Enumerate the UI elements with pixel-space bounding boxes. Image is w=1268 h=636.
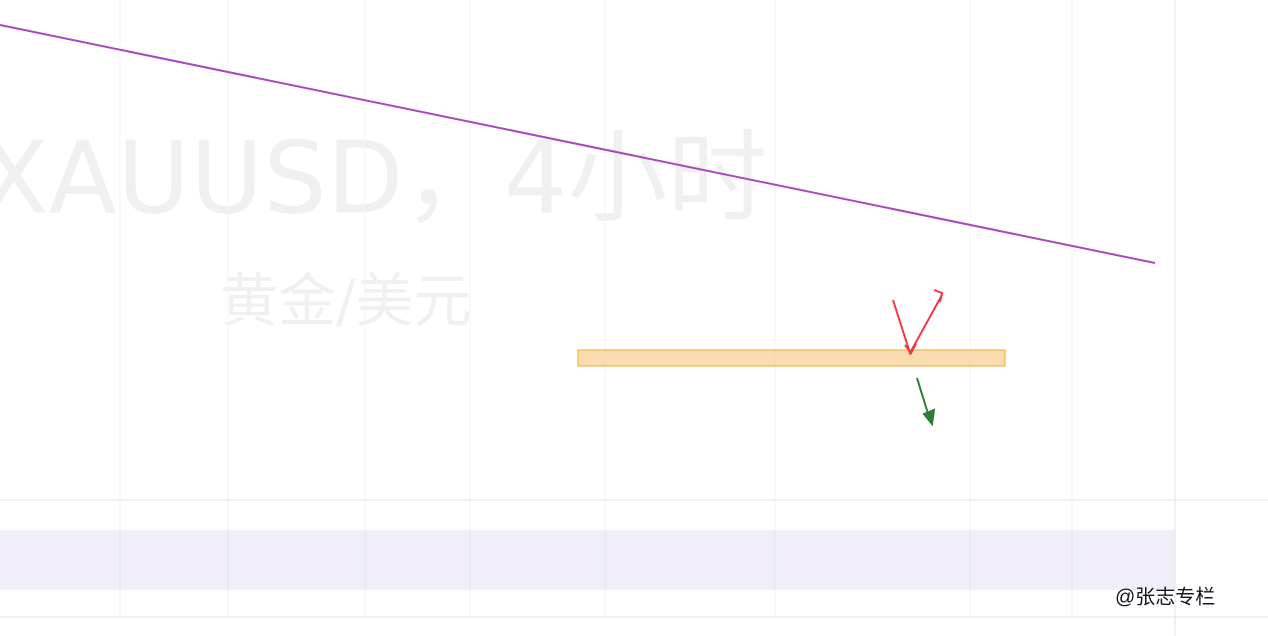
trend-line bbox=[0, 24, 1156, 264]
rsi-band bbox=[0, 530, 1175, 590]
arrows bbox=[892, 289, 944, 427]
watermark-sub: 黄金/美元 bbox=[220, 267, 472, 335]
vertical-grid bbox=[119, 0, 1073, 617]
credit: @张志专栏 bbox=[1115, 585, 1215, 608]
support-zone bbox=[577, 349, 1006, 367]
watermark: XAUUSD，4小时 bbox=[0, 119, 767, 236]
